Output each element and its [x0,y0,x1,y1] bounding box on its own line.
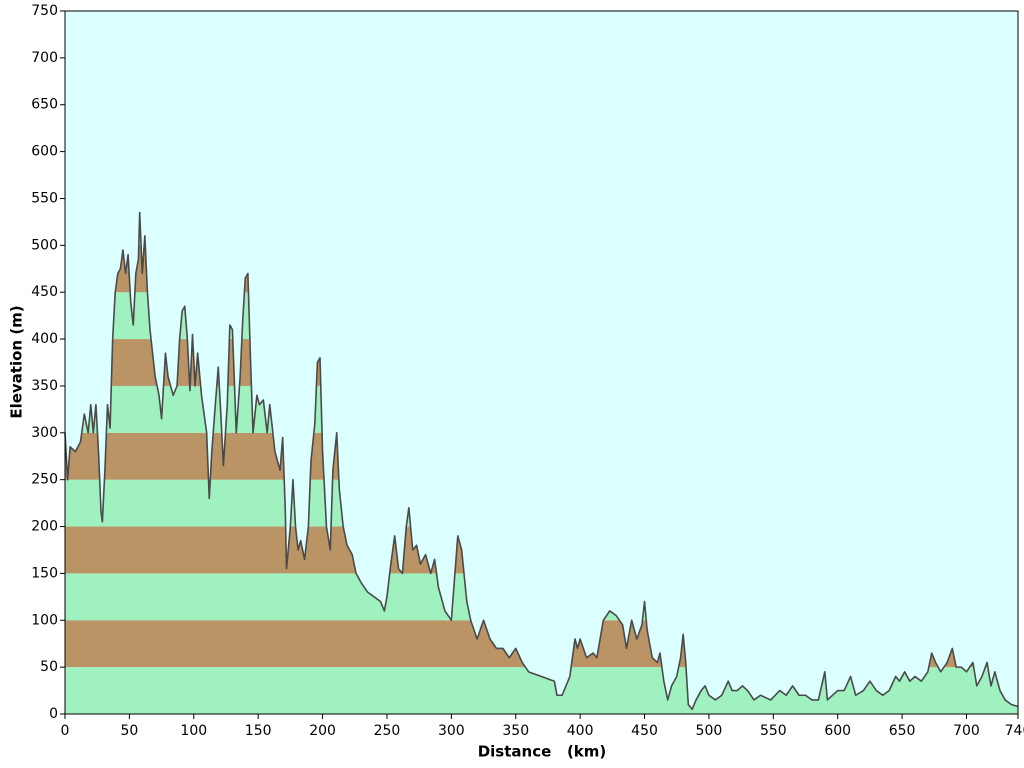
y-tick-label: 0 [49,706,58,722]
y-tick-label: 200 [31,519,58,535]
x-tick-label: 400 [567,723,594,739]
x-tick-label: 250 [374,723,401,739]
y-tick-label: 500 [31,237,58,253]
x-tick-label: 450 [631,723,658,739]
y-tick-label: 750 [31,3,58,19]
y-tick-label: 350 [31,378,58,394]
x-tick-label: 350 [502,723,529,739]
elevation-line [64,211,1019,711]
x-tick-label: 700 [953,723,980,739]
x-tick-label: 300 [438,723,465,739]
y-tick-label: 450 [31,284,58,300]
x-tick-label: 100 [180,723,207,739]
y-tick-label: 100 [31,612,58,628]
x-tick-label: 200 [309,723,336,739]
y-tick-label: 650 [31,97,58,113]
y-tick-label: 300 [31,425,58,441]
y-tick-label: 50 [40,659,58,675]
y-tick-label: 150 [31,565,58,581]
y-tick-label: 250 [31,472,58,488]
x-tick-label: 600 [824,723,851,739]
x-tick-label: 740 [1005,723,1024,739]
plot-frame [64,10,1019,715]
x-tick-label: 500 [696,723,723,739]
x-tick-label: 650 [889,723,916,739]
y-tick-label: 600 [31,144,58,160]
marks [60,10,1019,719]
y-axis-title: Elevation (m) [8,305,26,418]
y-tick-label: 550 [31,190,58,206]
y-tick-label: 700 [31,50,58,66]
y-tick-label: 400 [31,331,58,347]
x-axis-title: Distance (km) [478,743,607,761]
x-tick-label: 0 [61,723,70,739]
x-tick-label: 50 [120,723,138,739]
x-tick-label: 150 [245,723,272,739]
x-tick-label: 550 [760,723,787,739]
